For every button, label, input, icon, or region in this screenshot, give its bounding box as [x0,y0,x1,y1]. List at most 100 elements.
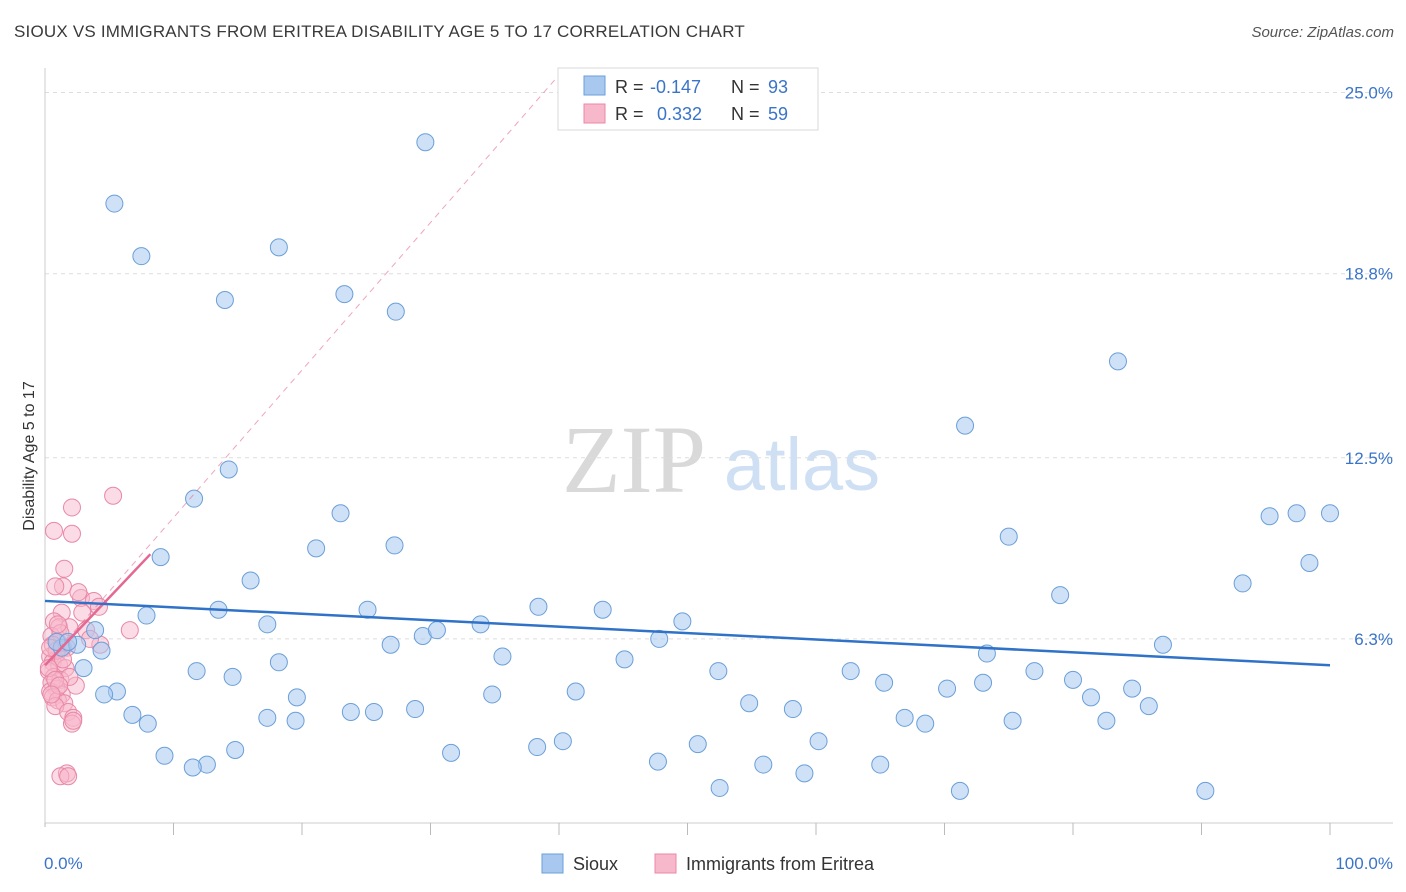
sioux-point [999,527,1018,546]
sioux-point [938,679,957,698]
stats-eritrea-swatch [583,103,606,124]
sioux-point [1097,711,1116,730]
eritrea-trend-extension [44,74,560,666]
sioux-point [615,650,634,669]
gridlines [45,92,1393,640]
watermark-zip: ZIP [562,406,706,513]
x-tick-label: 100.0% [1335,854,1393,873]
sioux-point [950,781,969,800]
sioux-point [95,685,114,704]
sioux-point [783,700,802,719]
axes [44,68,1393,835]
stats-eritrea-n-value: 59 [768,104,788,124]
watermark-atlas: atlas [724,423,880,506]
sioux-point [483,685,502,704]
sioux-point [386,302,405,321]
stats-sioux-r-label: R = [615,77,644,97]
sioux-point [364,702,383,721]
stats-eritrea-r-value: 0.332 [657,104,702,124]
sioux-point [219,460,238,479]
sioux-point [132,247,151,266]
sioux-point [331,504,350,523]
sioux-point [151,548,170,567]
eritrea-point [64,711,83,730]
sioux-point [226,740,245,759]
sioux-point [1300,553,1319,572]
sioux-point [1233,574,1252,593]
eritrea-point [69,583,88,602]
sioux-point [442,743,461,762]
sioux-point [215,290,234,309]
sioux-point [648,752,667,771]
source-label: Source: ZipAtlas.com [1251,24,1394,41]
tick-labels: 6.3% 12.5% 18.8% 25.0% 0.0% 100.0% [44,84,1393,873]
sioux-point [1123,679,1142,698]
legend: Sioux Immigrants from Eritrea [541,853,875,874]
y-tick-label: 25.0% [1345,84,1393,103]
trend-lines [44,74,1331,667]
sioux-points [47,133,1339,800]
eritrea-point [48,615,67,634]
stats-sioux-swatch [583,75,606,96]
sioux-point [86,621,105,640]
sioux-point [841,662,860,681]
sioux-point [416,133,435,152]
sioux-point [1003,711,1022,730]
legend-eritrea-label: Immigrants from Eritrea [686,854,875,874]
sioux-point [187,662,206,681]
sioux-point [155,746,174,765]
sioux-point [1196,781,1215,800]
sioux-point [105,194,124,213]
sioux-point [688,735,707,754]
sioux-trend-line [44,599,1331,667]
sioux-point [709,662,728,681]
sioux-point [1025,662,1044,681]
sioux-point [895,708,914,727]
sioux-point [385,536,404,555]
sioux-point [875,673,894,692]
sioux-point [1081,688,1100,707]
sioux-point [307,539,326,558]
sioux-point [471,615,490,634]
stats-sioux-r-value: -0.147 [650,77,701,97]
eritrea-trend-line [44,553,152,667]
legend-eritrea-swatch [654,853,677,874]
sioux-point [137,606,156,625]
stats-sioux-n-value: 93 [768,77,788,97]
sioux-point [1108,352,1127,371]
sioux-point [381,635,400,654]
eritrea-point [44,521,63,540]
stats-sioux-n-label: N = [731,77,760,97]
legend-sioux-swatch [541,853,564,874]
stats-eritrea-n-label: N = [731,104,760,124]
sioux-point [286,711,305,730]
sioux-point [956,416,975,435]
sioux-point [1260,507,1279,526]
sioux-point [809,732,828,751]
sioux-point [740,694,759,713]
sioux-point [123,705,142,724]
sioux-point [241,571,260,590]
sioux-point [916,714,935,733]
y-tick-label: 12.5% [1345,449,1393,468]
sioux-point [335,285,354,304]
chart-title: SIOUX VS IMMIGRANTS FROM ERITREA DISABIL… [14,22,745,41]
stats-box: R = -0.147 N = 93 R = 0.332 N = 59 [557,67,819,131]
sioux-point [74,659,93,678]
legend-sioux-label: Sioux [573,854,618,874]
sioux-point [566,682,585,701]
sioux-point [183,758,202,777]
sioux-point [1153,635,1172,654]
sioux-point [92,641,111,660]
sioux-point [710,778,729,797]
eritrea-point [120,621,139,640]
sioux-point [754,755,773,774]
eritrea-point [59,767,78,786]
sioux-point [528,738,547,757]
sioux-point [1064,670,1082,689]
sioux-point [138,714,157,733]
sioux-point [1287,504,1306,523]
y-tick-label: 18.8% [1345,265,1393,284]
sioux-point [287,688,306,707]
